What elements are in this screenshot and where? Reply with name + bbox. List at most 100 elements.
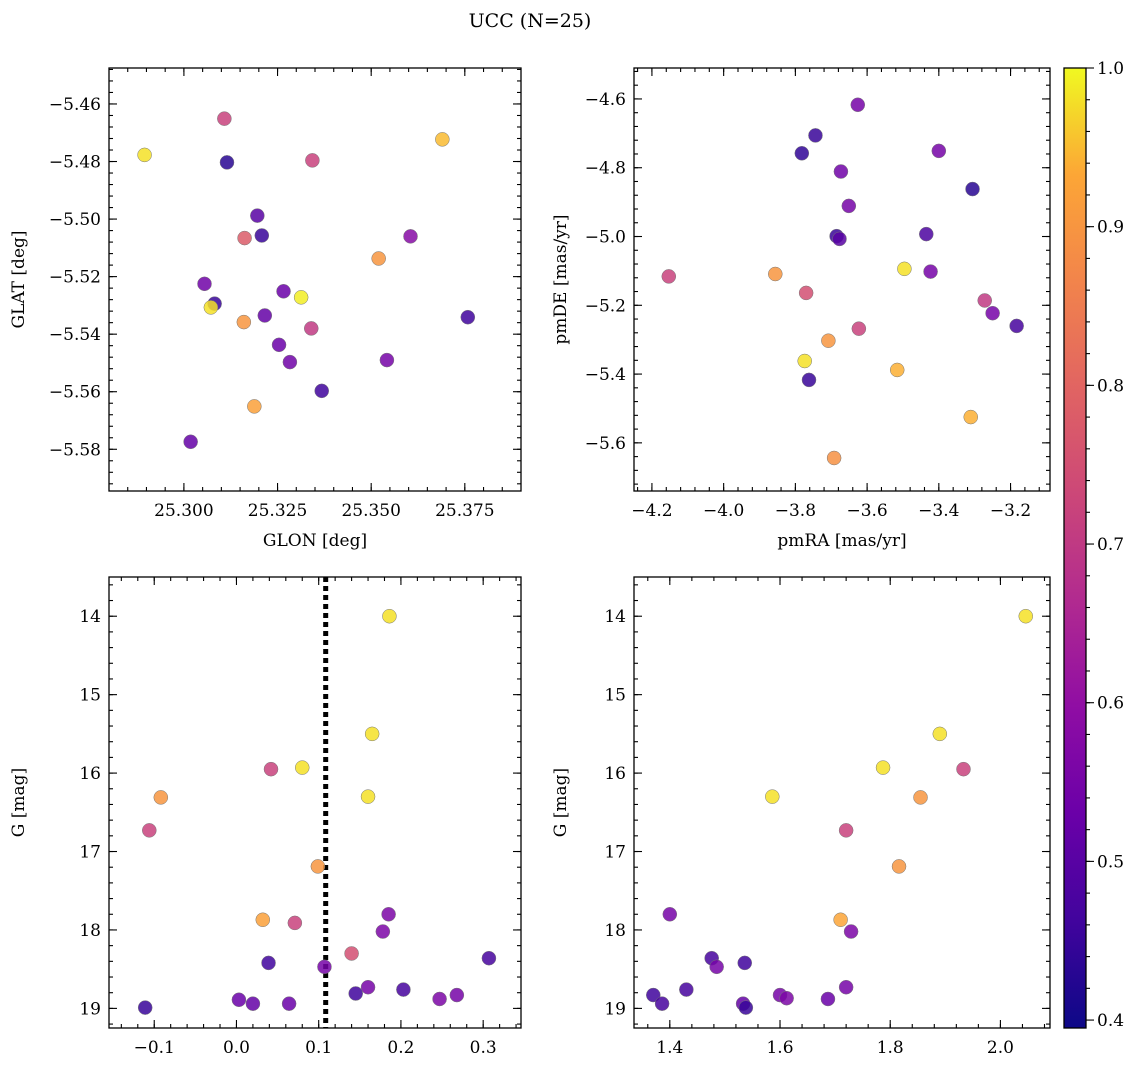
data-point bbox=[932, 726, 948, 742]
y-tick-label: −5.50 bbox=[49, 210, 101, 230]
data-point bbox=[360, 979, 376, 995]
data-point bbox=[219, 155, 235, 170]
colorbar-tick-label: 0.8 bbox=[1097, 376, 1124, 396]
y-tick-label: 15 bbox=[79, 686, 101, 706]
data-point bbox=[263, 761, 279, 777]
y-tick-label: −5.48 bbox=[49, 153, 101, 173]
data-point bbox=[808, 128, 823, 143]
x-axis-label: GLON [deg] bbox=[263, 531, 367, 551]
data-point bbox=[875, 760, 891, 775]
axes-frame bbox=[633, 576, 1051, 1029]
data-point bbox=[344, 946, 359, 961]
data-point bbox=[236, 314, 252, 330]
y-tick-label: 18 bbox=[604, 921, 626, 941]
data-point bbox=[768, 266, 783, 282]
axes-frame bbox=[108, 576, 522, 1029]
data-point bbox=[282, 354, 298, 370]
data-point bbox=[833, 164, 849, 179]
colorbar-tick-label: 0.7 bbox=[1097, 535, 1124, 555]
data-point bbox=[254, 228, 270, 243]
x-tick-label: 1.6 bbox=[766, 1038, 793, 1058]
y-tick-label: −5.46 bbox=[49, 95, 101, 115]
x-tick-label: 0.2 bbox=[387, 1038, 414, 1058]
data-point bbox=[661, 269, 677, 284]
y-axis-label: pmDE [mas/yr] bbox=[551, 214, 571, 344]
data-point bbox=[403, 229, 418, 244]
data-point bbox=[245, 996, 261, 1011]
x-tick-label: −4.2 bbox=[631, 501, 672, 521]
data-point bbox=[310, 859, 326, 874]
data-point bbox=[379, 352, 395, 368]
data-point bbox=[137, 147, 152, 163]
data-point bbox=[838, 823, 854, 838]
data-point bbox=[965, 181, 980, 197]
data-point bbox=[304, 321, 319, 336]
data-point bbox=[153, 790, 169, 805]
panel-plx-g: −0.10.00.10.20.3141516171819Plx [mas]G [… bbox=[9, 576, 522, 1058]
data-point bbox=[287, 915, 303, 931]
y-tick-label: 17 bbox=[79, 843, 101, 863]
data-point bbox=[381, 907, 396, 922]
y-tick-label: −4.6 bbox=[585, 90, 626, 110]
y-axis-label: G [mag] bbox=[9, 768, 29, 837]
data-point bbox=[891, 859, 907, 874]
data-point bbox=[375, 924, 391, 939]
data-point bbox=[801, 372, 817, 388]
data-point bbox=[364, 726, 380, 742]
y-tick-label: −5.2 bbox=[585, 296, 626, 316]
data-point bbox=[821, 333, 836, 348]
data-point bbox=[183, 434, 198, 450]
data-point bbox=[1009, 318, 1024, 334]
x-tick-label: 0.3 bbox=[470, 1038, 497, 1058]
data-point bbox=[257, 308, 273, 323]
y-axis-label: G [mag] bbox=[551, 768, 571, 837]
x-tick-label: 1.4 bbox=[656, 1038, 683, 1058]
colorbar-frame bbox=[1063, 67, 1087, 1029]
data-point bbox=[142, 823, 157, 838]
data-point bbox=[850, 97, 866, 113]
data-point bbox=[481, 950, 497, 966]
y-tick-label: 16 bbox=[79, 764, 101, 784]
axes-frame bbox=[633, 67, 1051, 492]
data-point bbox=[851, 321, 867, 336]
data-point bbox=[889, 362, 905, 378]
y-tick-label: 14 bbox=[604, 607, 626, 627]
colorbar-tick-label: 0.5 bbox=[1097, 852, 1124, 872]
data-point bbox=[203, 300, 219, 315]
x-tick-label: 25.325 bbox=[248, 501, 307, 521]
colorbar-gradient bbox=[1064, 68, 1086, 1028]
data-point bbox=[765, 789, 780, 804]
data-point bbox=[794, 146, 810, 161]
figure-title: UCC (N=25) bbox=[469, 10, 592, 32]
data-point bbox=[985, 305, 1000, 321]
colorbar-tick-label: 0.6 bbox=[1097, 694, 1124, 714]
data-point bbox=[956, 761, 971, 777]
y-tick-label: −5.0 bbox=[585, 228, 626, 248]
data-point bbox=[276, 284, 291, 299]
x-tick-label: −0.1 bbox=[134, 1038, 175, 1058]
data-point bbox=[963, 409, 978, 425]
data-point bbox=[977, 293, 992, 308]
data-point bbox=[360, 789, 376, 804]
y-tick-label: 17 bbox=[604, 843, 626, 863]
data-point bbox=[923, 264, 938, 279]
y-tick-label: −5.56 bbox=[49, 383, 101, 403]
panel-pmra-pmde: −4.2 −4.0 −3.8 −3.6 −3.4 −3.2 −4.6 −4.8 −5.0 −5.2… bbox=[551, 67, 1051, 551]
y-tick-label: 18 bbox=[79, 921, 101, 941]
y-tick-label: −5.54 bbox=[49, 325, 101, 345]
x-tick-label: 25.375 bbox=[435, 501, 494, 521]
data-point bbox=[460, 309, 476, 325]
y-tick-label: 14 bbox=[79, 607, 101, 627]
x-tick-label: −3.6 bbox=[846, 501, 887, 521]
colorbar-tick-label: 0.9 bbox=[1097, 218, 1124, 238]
data-point bbox=[919, 226, 934, 242]
data-point bbox=[281, 996, 297, 1011]
x-tick-label: −3.4 bbox=[918, 501, 959, 521]
axes-frame bbox=[108, 67, 522, 492]
data-point bbox=[197, 276, 212, 292]
y-tick-label: 19 bbox=[604, 999, 626, 1019]
data-point bbox=[247, 399, 262, 414]
colorbar-tick-label: 1.0 bbox=[1097, 59, 1124, 79]
data-point bbox=[679, 982, 694, 997]
